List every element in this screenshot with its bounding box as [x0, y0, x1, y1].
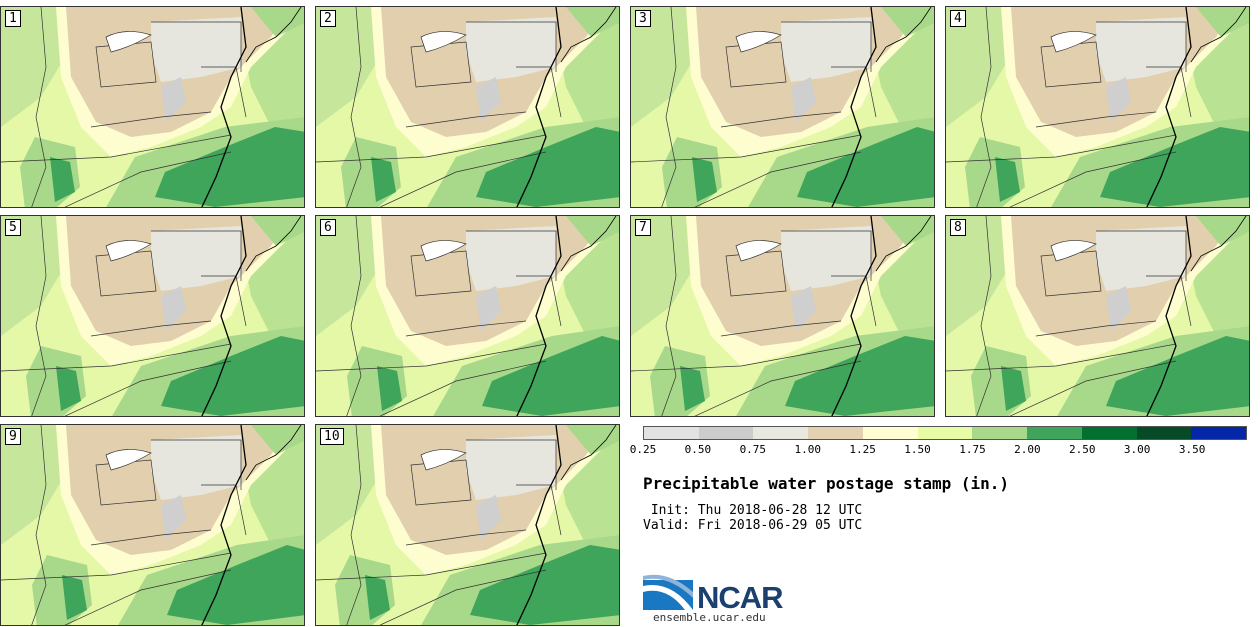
legend-colorbar [643, 426, 1247, 440]
precipitable-water-map [946, 216, 1249, 416]
member-number-label: 6 [320, 219, 336, 236]
legend-swatch [972, 427, 1028, 439]
legend-swatch [1081, 427, 1137, 439]
legend-tick-label: 0.50 [684, 443, 712, 456]
ensemble-member-panel: 6 [315, 215, 620, 417]
member-number-label: 10 [320, 428, 344, 445]
legend-swatch [698, 427, 754, 439]
ensemble-member-panel: 8 [945, 215, 1250, 417]
ensemble-member-panel: 2 [315, 6, 620, 208]
member-number-label: 5 [5, 219, 21, 236]
legend-swatch [644, 427, 699, 439]
legend-tick-label: 0.25 [629, 443, 657, 456]
member-number-label: 2 [320, 10, 336, 27]
legend-tick-label: 0.75 [739, 443, 767, 456]
ensemble-member-panel: 4 [945, 6, 1250, 208]
precipitable-water-map [631, 7, 934, 207]
precipitable-water-map [631, 216, 934, 416]
figure-title: Precipitable water postage stamp (in.) [643, 474, 1010, 493]
precipitable-water-map [946, 7, 1249, 207]
ensemble-member-panel: 1 [0, 6, 305, 208]
init-time: Init: Thu 2018-06-28 12 UTC [643, 503, 863, 518]
legend-tick-label: 3.50 [1178, 443, 1206, 456]
precipitable-water-map [316, 425, 619, 625]
legend-tick-label: 2.50 [1069, 443, 1096, 456]
legend-tick-label: 1.50 [904, 443, 931, 456]
legend-swatch [1027, 427, 1082, 439]
legend-tick-label: 3.00 [1123, 443, 1151, 456]
legend-tick-label: 1.25 [849, 443, 876, 456]
legend-swatch [1136, 427, 1192, 439]
ensemble-member-panel: 9 [0, 424, 305, 626]
member-number-label: 4 [950, 10, 966, 27]
legend-tick-label: 1.00 [794, 443, 821, 456]
member-number-label: 3 [635, 10, 651, 27]
ncar-logo-icon [643, 574, 693, 610]
legend-ticks: 0.25 0.50 0.75 1.00 1.25 1.50 1.75 2.00 2.50 3.00… [630, 440, 1247, 456]
legend-swatch [862, 427, 918, 439]
precipitable-water-map [1, 216, 304, 416]
precipitable-water-map [316, 216, 619, 416]
member-number-label: 1 [5, 10, 21, 27]
legend-tick-label: 1.75 [959, 443, 986, 456]
ensemble-member-panel: 10 [315, 424, 620, 626]
precipitable-water-map [316, 7, 619, 207]
legend-tick-label: 2.00 [1014, 443, 1041, 456]
logo-wordmark: NCAR [697, 580, 784, 615]
precipitable-water-map [1, 7, 304, 207]
ensemble-member-panel: 5 [0, 215, 305, 417]
color-legend: 0.25 0.50 0.75 1.00 1.25 1.50 1.75 2.00 2.50 3.00… [630, 426, 1247, 456]
precipitable-water-map [1, 425, 304, 625]
legend-swatch [917, 427, 973, 439]
legend-swatch [808, 427, 863, 439]
member-number-label: 9 [5, 428, 21, 445]
valid-time: Valid: Fri 2018-06-29 05 UTC [643, 518, 863, 533]
member-number-label: 7 [635, 219, 651, 236]
legend-swatch [753, 427, 809, 439]
logo-url: ensemble.ucar.edu [653, 611, 766, 624]
ensemble-member-panel: 3 [630, 6, 935, 208]
ensemble-member-panel: 7 [630, 215, 935, 417]
legend-swatch [1191, 427, 1247, 439]
member-number-label: 8 [950, 219, 966, 236]
